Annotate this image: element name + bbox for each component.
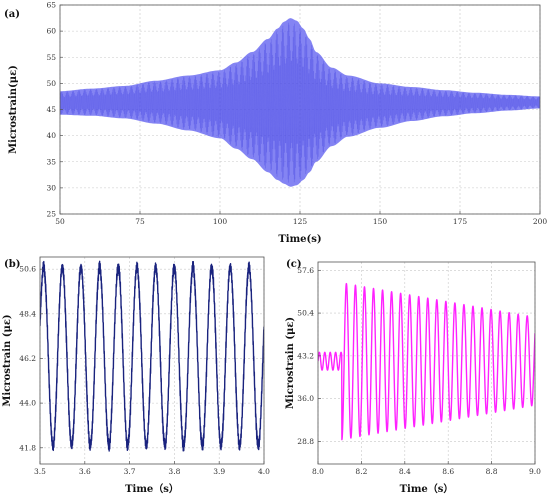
y-tick-label: 57.6: [297, 266, 314, 275]
axes-frame: [317, 261, 536, 465]
x-tick-label: 8.2: [355, 467, 367, 476]
y-tick-label: 41.8: [19, 443, 36, 452]
x-tick-label: 8.0: [312, 467, 324, 476]
y-tick-label: 45: [46, 105, 56, 114]
x-tick-label: 9.0: [529, 467, 541, 476]
x-tick-label: 3.5: [34, 467, 46, 476]
x-tick-label: 8.8: [486, 467, 498, 476]
x-tick-label: 50: [55, 217, 65, 226]
x-axis-label: Time（s）: [125, 482, 179, 495]
panel-label: (a): [4, 9, 20, 20]
y-tick-label: 55: [46, 53, 56, 62]
y-axis-label: Microstrain (με): [2, 314, 13, 406]
x-tick-label: 150: [373, 217, 388, 226]
y-tick-label: 43.2: [297, 351, 314, 360]
x-tick-label: 8.4: [399, 467, 411, 476]
signal-line: [60, 22, 540, 183]
y-tick-label: 44.0: [19, 399, 36, 408]
y-tick-label: 50.6: [19, 265, 36, 274]
x-axis-label: Time（s）: [400, 482, 454, 495]
y-tick-label: 65: [46, 1, 56, 10]
y-tick-label: 60: [46, 27, 56, 36]
panel-label: (b): [4, 259, 20, 270]
y-tick-label: 35: [46, 157, 56, 166]
plot-area: [318, 282, 535, 441]
y-tick-label: 40: [46, 131, 56, 140]
x-tick-label: 100: [213, 217, 228, 226]
x-tick-label: 200: [533, 217, 548, 226]
signal-envelope: [60, 18, 540, 187]
y-tick-label: 46.2: [19, 354, 36, 363]
x-tick-label: 3.7: [124, 467, 136, 476]
signal-line: [318, 282, 535, 441]
panel-label: (c): [286, 259, 302, 270]
plot-area: [40, 260, 264, 452]
x-tick-label: 8.6: [442, 467, 454, 476]
x-tick-label: 75: [135, 217, 145, 226]
y-axis-label: Microstrain (με): [285, 317, 296, 409]
y-tick-label: 28.8: [297, 437, 314, 446]
panel-a: 50 75 100 125 150 175 200 25 30 35 40 45 50 55 60 65 Tim…: [4, 1, 547, 246]
x-tick-label: 3.6: [79, 467, 91, 476]
plot-area: [60, 18, 540, 187]
axes-frame: [39, 256, 265, 465]
y-tick-label: 36.0: [297, 394, 314, 403]
y-tick-label: 50.4: [297, 309, 314, 318]
y-tick-label: 50: [46, 79, 56, 88]
x-tick-label: 4.0: [258, 467, 270, 476]
panel-c: 8.0 8.2 8.4 8.6 8.8 9.0 28.8 36.0 43.2 50.4 57.6 Ti…: [285, 259, 541, 495]
y-tick-label: 48.4: [19, 309, 36, 318]
x-tick-label: 3.8: [168, 467, 180, 476]
y-tick-label: 25: [46, 210, 56, 219]
x-axis-label: Time(s): [278, 234, 321, 245]
signal-line: [40, 260, 264, 452]
y-axis-label: Microstrain(με): [8, 65, 19, 154]
x-tick-label: 175: [453, 217, 468, 226]
panel-b: 3.5 3.6 3.7 3.8 3.9 4.0 41.8 44.0 46.2 48.4 50.6 Ti…: [2, 256, 270, 495]
y-tick-label: 30: [46, 183, 56, 192]
x-tick-label: 3.9: [213, 467, 225, 476]
x-tick-label: 125: [293, 217, 308, 226]
